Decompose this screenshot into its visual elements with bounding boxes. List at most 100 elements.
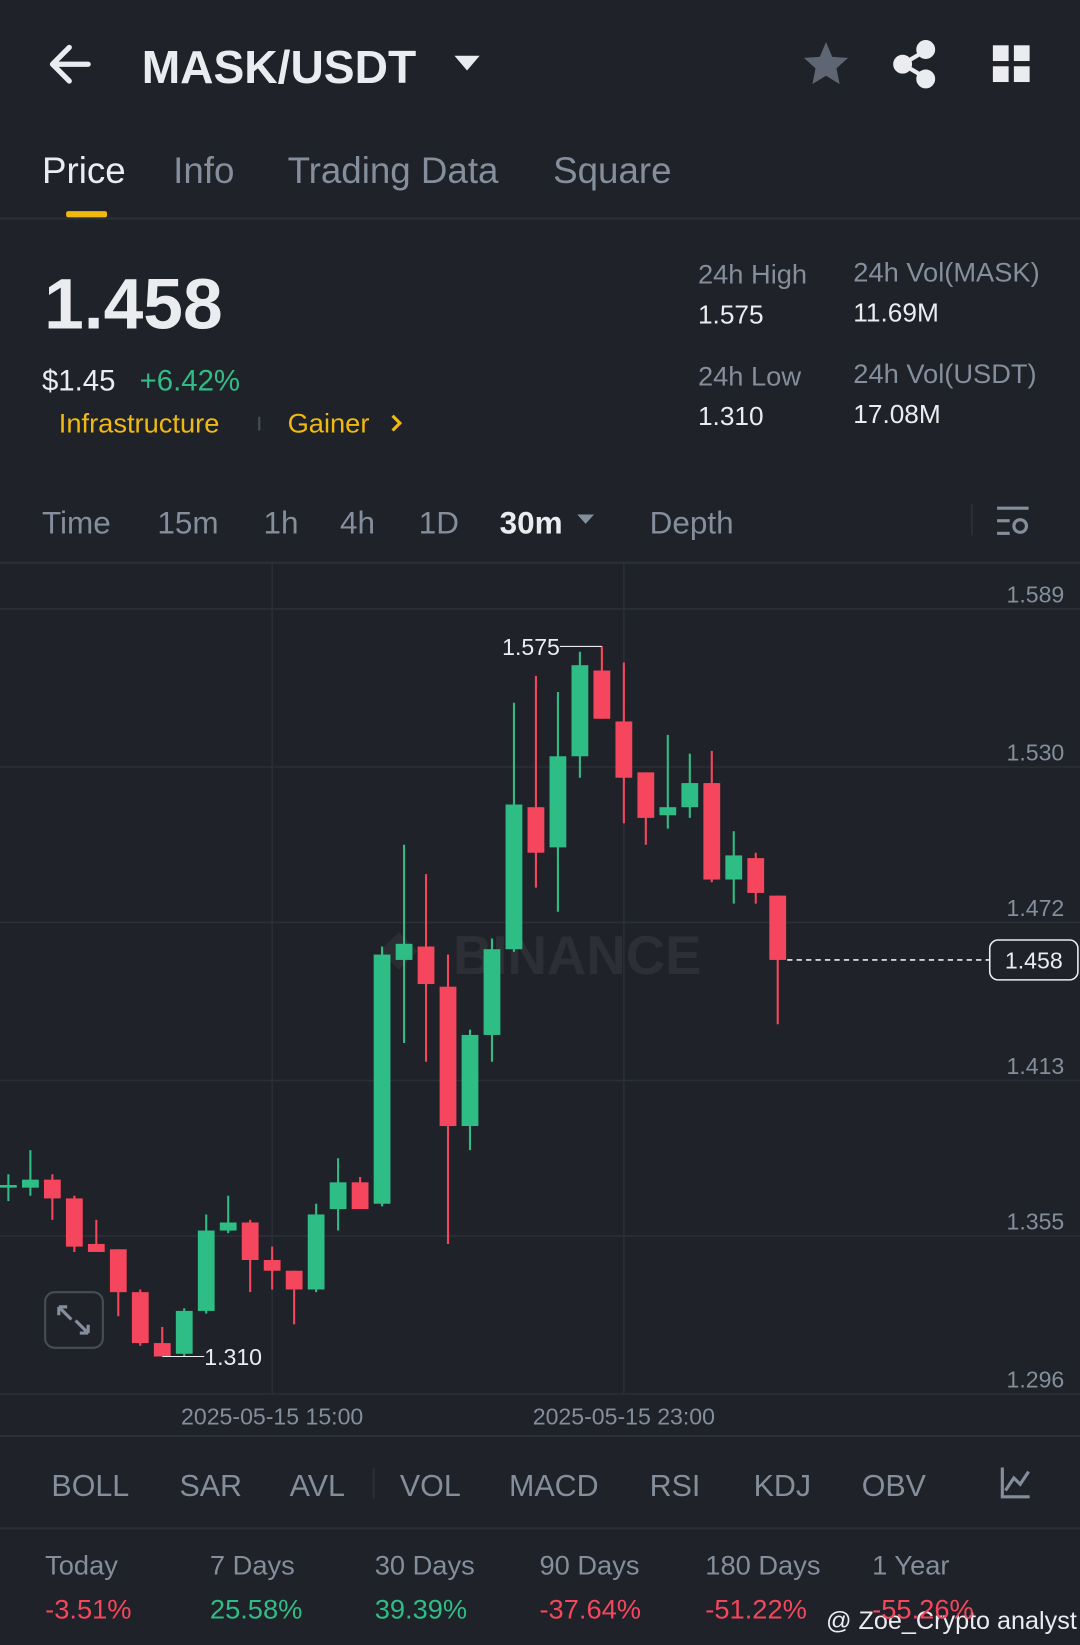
- indicator[interactable]: MACD: [509, 1469, 599, 1503]
- candle-body: [175, 1310, 193, 1354]
- settings-gear: [1012, 518, 1029, 534]
- candle-body: [285, 1270, 303, 1290]
- button-frame: [44, 1291, 104, 1349]
- period-label: 90 Days: [539, 1550, 639, 1581]
- y-tick-label: 1.530: [1006, 740, 1064, 766]
- period-label: Today: [45, 1550, 118, 1581]
- favorite-star[interactable]: [803, 42, 849, 85]
- last-price: 1.458: [44, 265, 223, 345]
- candle-body: [373, 954, 391, 1204]
- grid-menu[interactable]: [992, 45, 1030, 83]
- back-arrow: [49, 44, 91, 84]
- y-tick-label: 1.589: [1006, 582, 1064, 608]
- candle-body: [659, 807, 677, 816]
- share-button[interactable]: [893, 40, 936, 89]
- candle-body: [549, 756, 567, 848]
- indicator[interactable]: SAR: [179, 1469, 242, 1503]
- period-label: 30 Days: [375, 1550, 475, 1581]
- period-change: -51.22%: [705, 1594, 807, 1625]
- share-dot: [916, 40, 936, 59]
- candle-body: [483, 949, 501, 1035]
- tab[interactable]: Info: [173, 150, 234, 191]
- grid-cell: [992, 66, 1009, 83]
- candle-body: [461, 1034, 479, 1127]
- candle-body: [395, 943, 413, 960]
- pair-dropdown[interactable]: [454, 55, 480, 71]
- period-label: 180 Days: [705, 1550, 820, 1581]
- candle-body: [703, 783, 721, 880]
- credit-watermark: @ Zoe_Crypto analyst: [826, 1607, 1077, 1635]
- candle-body: [329, 1182, 347, 1210]
- interval[interactable]: 1h: [263, 505, 298, 540]
- candle-body: [637, 772, 655, 818]
- tag[interactable]: Infrastructure: [59, 408, 220, 439]
- candle-body: [769, 895, 787, 960]
- candle-body: [65, 1198, 83, 1247]
- candle-body: [153, 1343, 171, 1357]
- last-price-label: 1.458: [1005, 947, 1063, 973]
- low-marker-label: 1.310: [204, 1344, 262, 1370]
- period-label: 1 Year: [872, 1550, 949, 1581]
- candle-body: [307, 1214, 325, 1290]
- tag-chevron[interactable]: [391, 414, 403, 432]
- interval[interactable]: 30m: [500, 505, 563, 540]
- price-change: +6.42%: [140, 365, 240, 398]
- stat-label: 24h High: [698, 259, 807, 290]
- y-tick-label: 1.355: [1006, 1209, 1064, 1235]
- stat-value: 1.575: [698, 299, 764, 329]
- interval[interactable]: Time: [42, 505, 111, 540]
- back-button[interactable]: [49, 44, 91, 84]
- tab[interactable]: Trading Data: [288, 150, 499, 191]
- indicator[interactable]: OBV: [862, 1469, 927, 1503]
- interval[interactable]: 4h: [340, 505, 375, 540]
- tab[interactable]: Square: [553, 150, 671, 191]
- tab-underline: [66, 211, 108, 218]
- interval[interactable]: 1D: [419, 505, 459, 540]
- fiat-price: $1.45: [42, 365, 116, 398]
- indicator[interactable]: AVL: [290, 1469, 345, 1503]
- share-dot: [916, 69, 936, 89]
- indicator[interactable]: RSI: [650, 1469, 701, 1503]
- share-dot: [893, 54, 913, 74]
- pair-title[interactable]: MASK/USDT: [142, 41, 416, 93]
- candle-body: [21, 1179, 39, 1188]
- grid-cell: [1013, 45, 1030, 62]
- stat-label: 24h Low: [698, 360, 801, 391]
- period-change: 39.39%: [375, 1594, 467, 1625]
- period-change: -37.64%: [539, 1594, 641, 1625]
- period-change: -55.26%: [872, 1594, 974, 1625]
- candle-body: [615, 721, 633, 778]
- candle-body: [263, 1260, 281, 1271]
- candle-body: [505, 804, 523, 950]
- tab[interactable]: Price: [42, 150, 126, 191]
- candle-body: [417, 946, 435, 985]
- y-tick-label: 1.296: [1006, 1367, 1064, 1393]
- period-label: 7 Days: [210, 1550, 295, 1581]
- expand-icon: [57, 1305, 90, 1335]
- x-tick-label: 2025-05-15 15:00: [181, 1403, 363, 1429]
- candle-body: [0, 1184, 17, 1188]
- x-tick-label: 2025-05-15 23:00: [533, 1403, 715, 1429]
- stat-label: 24h Vol(USDT): [853, 358, 1036, 389]
- candle-body: [197, 1230, 215, 1311]
- interval-dropdown[interactable]: [577, 514, 595, 524]
- candle-body: [527, 807, 545, 853]
- tag[interactable]: Gainer: [288, 408, 370, 439]
- indicator-settings[interactable]: [1000, 1467, 1030, 1499]
- candle-body: [109, 1249, 127, 1293]
- candle-body: [725, 855, 743, 880]
- indicator[interactable]: KDJ: [754, 1469, 811, 1503]
- grid-cell: [1013, 66, 1030, 83]
- interval[interactable]: 15m: [157, 505, 218, 540]
- candle-body: [87, 1243, 105, 1252]
- indicator[interactable]: BOLL: [51, 1469, 129, 1503]
- chart-settings[interactable]: [997, 506, 1029, 535]
- candle-body: [439, 986, 457, 1127]
- fullscreen-button[interactable]: [44, 1291, 104, 1349]
- stat-value: 1.310: [698, 401, 764, 431]
- candle-body: [131, 1292, 149, 1344]
- interval[interactable]: Depth: [650, 505, 734, 540]
- y-tick-label: 1.413: [1006, 1053, 1064, 1079]
- indicator[interactable]: VOL: [400, 1469, 461, 1503]
